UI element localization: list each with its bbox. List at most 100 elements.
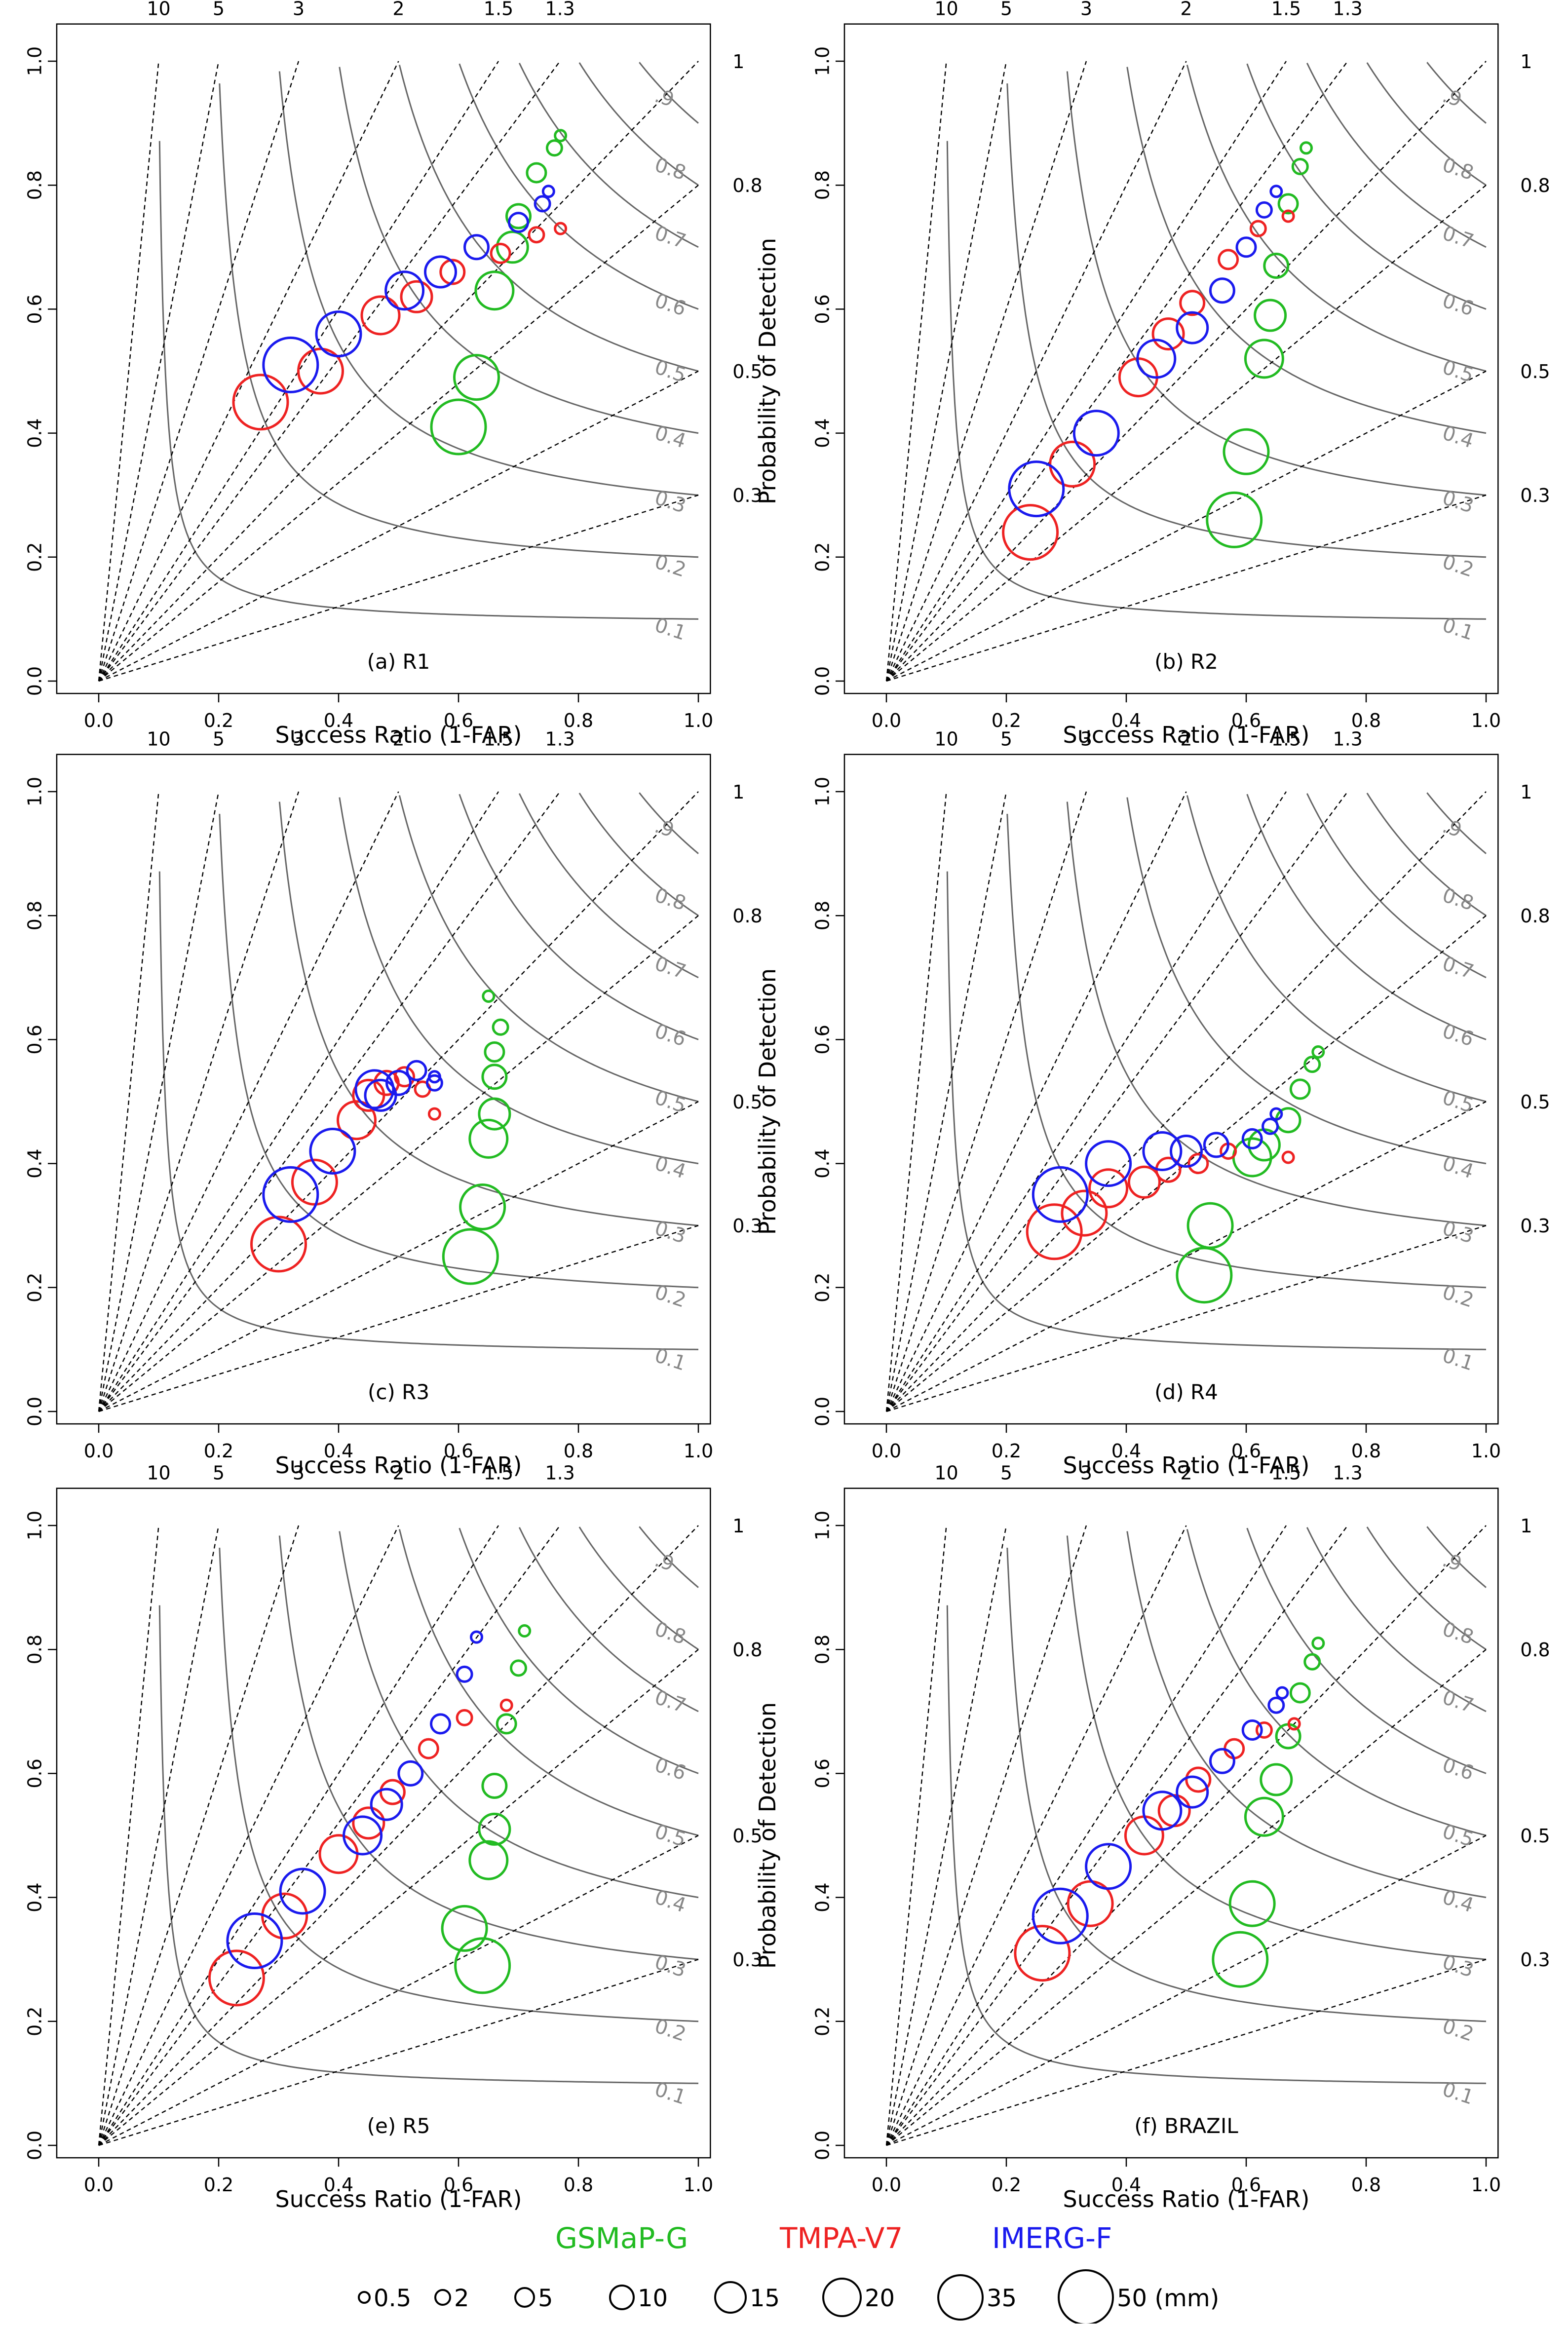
csi-label-0.3: 0.3 (1440, 487, 1477, 518)
point-imerg-5 (508, 212, 529, 233)
point-imerg-35 (1085, 1140, 1132, 1187)
x-tick-label: 0.6 (444, 2174, 473, 2196)
point-gsmap-10 (481, 1064, 508, 1090)
bias-line-0.5 (886, 370, 1487, 682)
point-tmpa-20 (337, 1100, 377, 1141)
point-imerg-15 (364, 1078, 397, 1112)
panel-1: 0.0 0.2 0.4 0.6 0.8 1.0 0.0 0.2 0.4 0.6 0.8 1.0 Succ… (24, 0, 762, 748)
bias-line-10 (98, 61, 159, 682)
bias-label-3: 3 (293, 728, 305, 750)
csi-curve-0.2 (219, 83, 699, 558)
csi-label-0.8: 0.8 (652, 884, 689, 915)
panel-6: 0.0 0.2 0.4 0.6 0.8 1.0 0.0 0.2 0.4 0.6 0.8 1.0 Succ… (754, 1462, 1550, 2212)
bias-line-0.8 (886, 185, 1487, 682)
x-tick-label: 0.0 (84, 2174, 114, 2196)
bias-line-0.5 (886, 1101, 1487, 1412)
x-tick-label: 0.2 (204, 2174, 233, 2196)
point-imerg-0.5 (541, 185, 555, 198)
bias-label-2: 2 (1180, 1462, 1192, 1484)
bias-label-1: 1 (732, 781, 744, 803)
csi-label-0.5: 0.5 (1440, 1820, 1477, 1851)
point-tmpa-0.5 (427, 1107, 441, 1121)
bias-line-0.8 (886, 915, 1487, 1412)
point-imerg-35 (279, 1868, 326, 1915)
panel-title: (b) R2 (1154, 649, 1218, 674)
bias-line-1 (98, 1525, 699, 2146)
csi-label-0.2: 0.2 (1440, 2015, 1477, 2046)
point-imerg-35 (315, 310, 362, 358)
csi-label-0.2: 0.2 (1440, 1281, 1477, 1312)
bias-line-0.5 (98, 370, 699, 682)
bias-label-5: 5 (213, 0, 225, 20)
point-imerg-50 (1032, 1887, 1089, 1945)
bias-label-1.5: 1.5 (1271, 0, 1301, 20)
y-tick-label: 0.2 (24, 2007, 45, 2036)
csi-label-0.2: 0.2 (652, 2015, 689, 2046)
point-imerg-50 (262, 1166, 319, 1223)
x-tick-label: 0.4 (324, 710, 353, 731)
plot-frame (843, 1487, 1499, 2159)
csi-curve-0.3 (1066, 1535, 1487, 1960)
point-imerg-20 (384, 270, 425, 311)
bias-line-0.5 (98, 1834, 699, 2146)
csi-curve-0.3 (1066, 71, 1487, 496)
csi-curve-.9 (1426, 62, 1487, 124)
point-gsmap-2 (1303, 1056, 1321, 1073)
csi-label-0.4: 0.4 (1440, 1886, 1477, 1917)
y-axis-title: Probability of Detection (754, 968, 781, 1235)
bias-label-0.8: 0.8 (732, 1639, 762, 1661)
csi-label-0.8: 0.8 (1440, 153, 1477, 185)
point-imerg-10 (397, 1760, 424, 1787)
bias-line-3 (98, 791, 300, 1412)
point-imerg-20 (354, 1069, 395, 1109)
point-tmpa-5 (1187, 1153, 1209, 1175)
x-tick-label: 0.0 (872, 2174, 901, 2196)
point-tmpa-5 (418, 1738, 439, 1759)
point-imerg-10 (1209, 1748, 1235, 1774)
plot-area (98, 1525, 699, 2146)
csi-label-0.6: 0.6 (652, 289, 689, 320)
point-gsmap-20 (1244, 1796, 1284, 1837)
y-tick-label: 0.0 (24, 666, 45, 696)
point-imerg-20 (343, 1815, 383, 1856)
point-tmpa-0.5 (1281, 209, 1295, 223)
x-axis-title: Success Ratio (1-FAR) (275, 2186, 522, 2212)
x-tick-label: 0.8 (1351, 2174, 1381, 2196)
csi-curve-0.4 (1126, 67, 1487, 434)
csi-label-0.2: 0.2 (652, 1281, 689, 1312)
csi-curve-.9 (1426, 1526, 1487, 1588)
point-imerg-5 (1241, 1128, 1263, 1149)
plot-frame (843, 23, 1499, 694)
csi-curve-0.7 (1306, 793, 1487, 979)
csi-curve-0.3 (278, 801, 699, 1226)
csi-label-0.3: 0.3 (1440, 1951, 1477, 1982)
y-tick-label: 0.6 (811, 1758, 833, 1788)
bias-label-10: 10 (934, 0, 958, 20)
y-axis-title: Probability of Detection (754, 238, 781, 504)
point-imerg-20 (1142, 1131, 1183, 1171)
csi-curve-0.5 (398, 795, 699, 1103)
panel-title: (e) R5 (367, 2114, 430, 2138)
bias-line-0.3 (886, 1225, 1487, 1412)
bias-label-2: 2 (1180, 728, 1192, 750)
point-gsmap-20 (468, 1118, 509, 1159)
point-gsmap-35 (1228, 1880, 1276, 1927)
csi-curve-0.2 (1006, 1548, 1487, 2022)
point-imerg-10 (1209, 277, 1235, 304)
x-tick-label: 0.2 (204, 710, 233, 731)
csi-label-0.8: 0.8 (652, 1618, 689, 1649)
x-tick-label: 1.0 (1471, 1440, 1501, 1462)
y-tick-label: 0.2 (811, 1273, 833, 1302)
bias-label-0.5: 0.5 (732, 1825, 762, 1847)
x-tick-label: 1.0 (684, 2174, 713, 2196)
y-tick-label: 0.0 (811, 1397, 833, 1426)
x-tick-label: 1.0 (684, 710, 713, 731)
bias-label-1.3: 1.3 (1333, 0, 1362, 20)
point-tmpa-0.5 (1287, 1717, 1301, 1731)
point-gsmap-10 (1263, 253, 1290, 279)
bias-line-2 (885, 791, 1187, 1412)
bias-line-2 (98, 791, 399, 1412)
csi-curve-0.7 (518, 793, 699, 979)
bias-line-1 (886, 1525, 1487, 2146)
x-tick-label: 0.2 (992, 1440, 1021, 1462)
